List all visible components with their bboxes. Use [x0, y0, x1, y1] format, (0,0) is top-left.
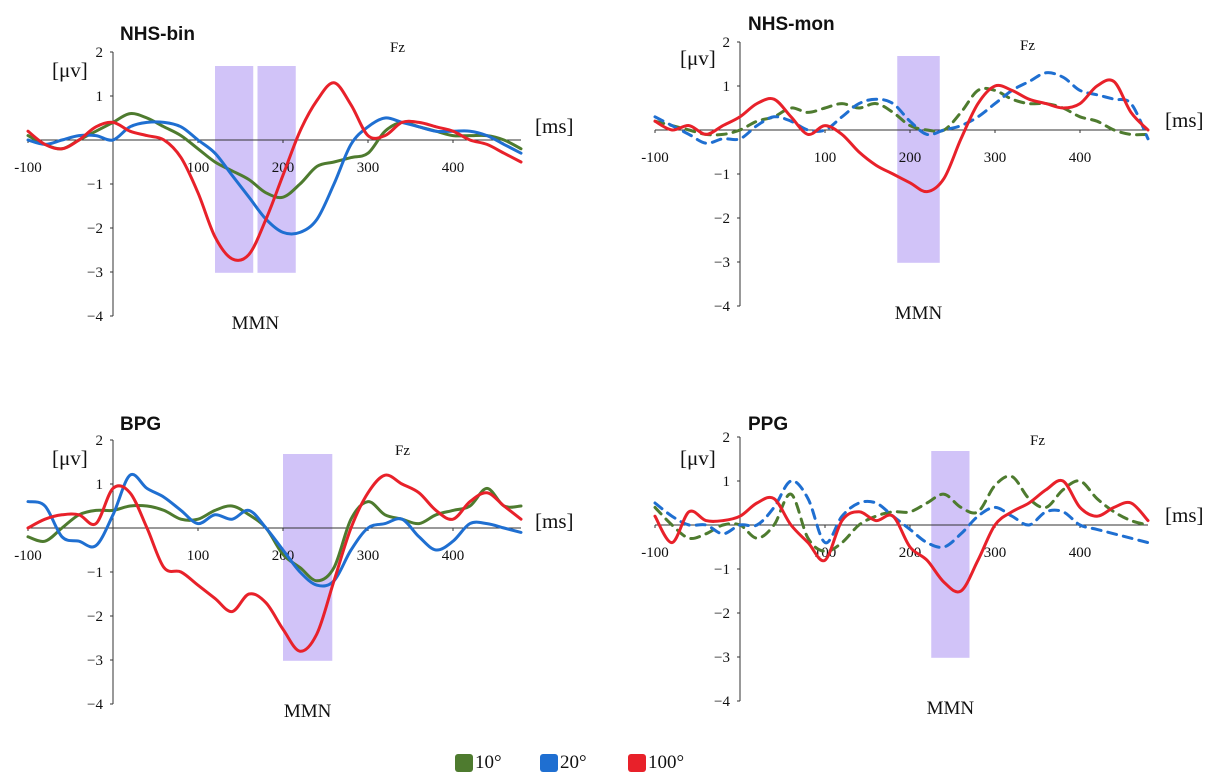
x-tick-label: 300: [984, 545, 1007, 561]
y-axis-label: [μv]: [680, 446, 716, 470]
mmn-window: [257, 66, 296, 273]
series-line-100deg: [653, 478, 1150, 594]
mmn-window: [931, 451, 970, 658]
panel-title: NHS-mon: [748, 14, 835, 35]
x-axis-label: [ms]: [1165, 108, 1204, 132]
electrode-label: Fz: [1030, 433, 1045, 449]
series-line-20deg: [653, 71, 1150, 145]
y-tick-label: −1: [87, 177, 103, 193]
y-tick-label: −4: [714, 694, 730, 710]
mmn-label: MMN: [927, 698, 975, 719]
x-tick-label: 400: [1069, 150, 1092, 166]
mmn-window: [897, 56, 940, 263]
legend-item-100deg: 100°: [628, 752, 684, 774]
y-tick-label: −2: [87, 609, 103, 625]
electrode-label: Fz: [1020, 38, 1035, 54]
x-tick-label: -100: [641, 150, 669, 166]
chart-panel-2: MMN 2 1 −1 −2 −3 −4 -100 100 200 300 400 NHS-mon Fz [m…: [641, 14, 1203, 324]
y-tick-label: −1: [714, 562, 730, 578]
y-tick-label: −2: [87, 221, 103, 237]
series-line-20deg: [653, 479, 1150, 549]
y-tick-label: −1: [714, 167, 730, 183]
x-tick-label: 200: [899, 545, 922, 561]
x-tick-label: 100: [187, 548, 210, 564]
y-tick-label: −3: [714, 650, 730, 666]
x-axis-label: [ms]: [535, 509, 574, 533]
y-tick-label: −2: [714, 211, 730, 227]
y-axis-label: [μv]: [52, 446, 88, 470]
panel-title: PPG: [748, 414, 788, 435]
y-tick-label: 2: [96, 45, 104, 61]
mmn-label: MMN: [284, 701, 332, 722]
y-tick-label: −3: [87, 653, 103, 669]
y-tick-label: −4: [87, 309, 103, 325]
y-tick-label: 1: [723, 474, 731, 490]
x-tick-label: 300: [984, 150, 1007, 166]
x-axis-label: [ms]: [1165, 503, 1204, 527]
x-tick-label: -100: [14, 160, 42, 176]
y-tick-label: 2: [723, 430, 731, 446]
y-axis-label: [μv]: [52, 58, 88, 82]
x-tick-label: 300: [357, 548, 380, 564]
x-tick-label: 400: [1069, 545, 1092, 561]
mmn-label: MMN: [232, 313, 280, 334]
legend-swatch-10deg: [455, 754, 473, 772]
y-tick-label: −3: [714, 255, 730, 271]
x-tick-label: -100: [14, 548, 42, 564]
mmn-label: MMN: [895, 303, 943, 324]
panel-title: NHS-bin: [120, 24, 195, 45]
legend-item-20deg: 20°: [540, 752, 587, 774]
x-tick-label: 100: [187, 160, 210, 176]
legend-swatch-100deg: [628, 754, 646, 772]
electrode-label: Fz: [390, 40, 405, 56]
y-tick-label: −3: [87, 265, 103, 281]
y-tick-label: 2: [723, 35, 731, 51]
legend-label-100deg: 100°: [648, 752, 685, 773]
x-axis-label: [ms]: [535, 114, 574, 138]
x-tick-label: 100: [814, 150, 837, 166]
legend: 10° 20° 100°: [0, 752, 1221, 778]
x-tick-label: 400: [442, 548, 465, 564]
mmn-window: [283, 454, 333, 661]
panel-title: BPG: [120, 414, 161, 435]
y-axis-label: [μv]: [680, 46, 716, 70]
y-tick-label: −4: [87, 697, 103, 713]
series-line-100deg: [26, 81, 523, 262]
series-line-20deg: [26, 472, 523, 588]
series-line-100deg: [653, 78, 1150, 194]
y-tick-label: −1: [87, 565, 103, 581]
y-tick-label: −4: [714, 299, 730, 315]
legend-label-20deg: 20°: [560, 752, 587, 773]
legend-item-10deg: 10°: [455, 752, 502, 774]
electrode-label: Fz: [395, 443, 410, 459]
x-tick-label: 300: [357, 160, 380, 176]
mmn-window: [215, 66, 254, 273]
series-line-20deg: [26, 116, 523, 236]
x-tick-label: -100: [641, 545, 669, 561]
y-tick-label: 1: [96, 477, 104, 493]
y-tick-label: 1: [723, 79, 731, 95]
y-tick-label: −2: [714, 606, 730, 622]
y-tick-label: 2: [96, 433, 104, 449]
x-tick-label: 200: [899, 150, 922, 166]
legend-swatch-20deg: [540, 754, 558, 772]
legend-label-10deg: 10°: [475, 752, 502, 773]
series-line-100deg: [26, 473, 523, 653]
x-tick-label: 400: [442, 160, 465, 176]
y-tick-label: 1: [96, 89, 104, 105]
